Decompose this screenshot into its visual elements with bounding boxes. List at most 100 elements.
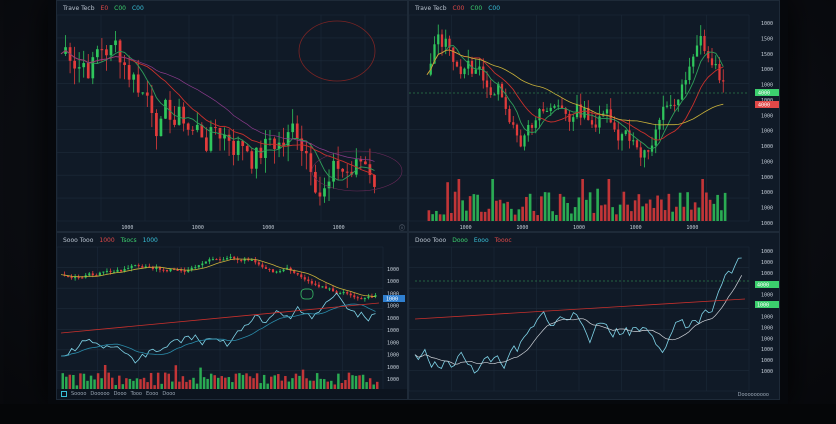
symbol-label[interactable]: Trave Tecb (63, 4, 95, 12)
panel-toolbar: Dooo Tooo Dooo Eooo Toooc (409, 233, 779, 247)
volume-bar (555, 214, 558, 221)
volume-bar (291, 378, 294, 389)
x-tick-label: 1000 (573, 225, 585, 231)
price-candle (530, 125, 534, 128)
tag-1[interactable]: E0 (100, 4, 109, 12)
price-candle (264, 138, 267, 158)
y-tick-label: 1000 (761, 175, 773, 181)
ma-line-red (60, 49, 375, 176)
price-candle (309, 153, 313, 172)
volume-bar (697, 207, 701, 221)
price-candle (328, 288, 331, 290)
price-candle (120, 269, 123, 272)
volume-bar (716, 194, 719, 221)
volume-bar (202, 377, 206, 389)
price-candle (137, 265, 140, 267)
footer-item[interactable]: Soooo (71, 391, 87, 397)
price-candle (718, 63, 721, 81)
tag-2[interactable]: Tsocs (120, 236, 137, 244)
volume-bar (442, 214, 446, 221)
panel-toolbar: Sooo Tooo 1000 Tsocs 1000 (57, 233, 407, 247)
price-candle (433, 44, 436, 64)
price-candle (579, 104, 582, 118)
price-candle (144, 266, 147, 268)
price-candle (504, 97, 507, 109)
tag-2[interactable]: Eooo (473, 236, 489, 244)
price-candle (314, 171, 317, 193)
volume-bar (181, 376, 185, 389)
line-chart[interactable]: 1000100010001000100010001000100010001000… (57, 233, 408, 400)
volume-bar (192, 377, 195, 389)
volume-bar (720, 210, 723, 221)
line-chart[interactable]: 1000100010001000100010001000100010001000… (409, 233, 780, 400)
volume-bar (273, 375, 277, 389)
price-candle (155, 267, 158, 270)
price-candle (332, 160, 335, 182)
price-candle (98, 272, 101, 276)
candlestick-chart[interactable]: 1000 1500 1500 1000 1000 1000 1000 1000 1000 1000… (409, 1, 780, 232)
volume-bar (648, 199, 652, 221)
price-candle (692, 56, 695, 67)
volume-bar (330, 380, 333, 389)
x-tick-label: 1000 (460, 225, 472, 231)
footer-item[interactable]: Dooo (162, 391, 176, 397)
price-candle (141, 92, 145, 94)
chart-panel-bottom-left[interactable]: Sooo Tooo 1000 Tsocs 1000 1000 1000 1000 10… (56, 232, 408, 400)
tag-3[interactable]: Toooc (494, 236, 512, 244)
volume-bar (61, 373, 65, 389)
volume-bar (431, 214, 434, 221)
price-candle (624, 130, 627, 135)
footer-item[interactable]: Tooo (130, 391, 142, 397)
price-candle (282, 142, 285, 146)
volume-bar (682, 206, 686, 221)
volume-bar (495, 200, 498, 221)
price-candle (508, 108, 511, 123)
candlestick-chart[interactable]: 1000 1000 1000 1000 ⓘ (57, 1, 408, 232)
chart-panel-bottom-right[interactable]: Dooo Tooo Dooo Eooo Toooc 1000 1000 1000 10… (408, 232, 780, 400)
footer-item[interactable]: Dooo (113, 391, 127, 397)
tag-2[interactable]: C00 (114, 4, 126, 12)
volume-bar (491, 179, 494, 221)
footer-item[interactable]: Eooo (146, 391, 159, 397)
desk-edge (0, 404, 836, 424)
price-candle (317, 284, 320, 287)
tag-3[interactable]: 1000 (142, 236, 158, 244)
symbol-label[interactable]: Dooo Tooo (415, 236, 447, 244)
y-tick-label: 1000 (761, 221, 773, 227)
volume-bar (596, 188, 599, 221)
price-badge-text: 1000 (386, 297, 398, 303)
volume-bar (301, 369, 305, 389)
trend-line (60, 302, 380, 334)
x-tick-label: 1000 (686, 225, 698, 231)
price-candle (527, 125, 530, 136)
volume-bar (570, 213, 573, 221)
chart-panel-top-right[interactable]: Trave Tecb C00 C00 C00 1000 1500 1500 1000 1… (408, 0, 780, 232)
tag-2[interactable]: C00 (470, 4, 483, 12)
price-candle (169, 268, 172, 272)
price-candle (342, 292, 345, 294)
tag-1[interactable]: C00 (452, 4, 465, 12)
volume-bar (513, 214, 517, 221)
tag-3[interactable]: C00 (488, 4, 501, 12)
volume-bar (231, 382, 234, 389)
tag-1[interactable]: Dooo (452, 236, 468, 244)
price-candle (341, 168, 345, 172)
tag-1[interactable]: 1000 (99, 236, 115, 244)
price-candle (545, 111, 549, 113)
square-icon[interactable] (61, 391, 67, 397)
price-candle (665, 105, 669, 107)
price-candle (109, 45, 113, 56)
price-candle (145, 92, 149, 96)
volume-bar (160, 383, 163, 389)
price-candle (635, 140, 639, 148)
price-candle (227, 134, 231, 141)
footer-item[interactable]: Dooooo (90, 391, 110, 397)
tag-3[interactable]: C00 (131, 4, 144, 12)
price-candle (268, 268, 271, 270)
symbol-label[interactable]: Sooo Tooo (63, 236, 94, 244)
chart-panel-top-left[interactable]: Trave Tecb E0 C00 C00 1000 1000 1000 1000 ⓘ (56, 0, 408, 232)
price-candle (218, 127, 222, 139)
symbol-label[interactable]: Trave Tecb (415, 4, 447, 12)
price-candle (162, 269, 165, 271)
price-candle (82, 63, 86, 68)
